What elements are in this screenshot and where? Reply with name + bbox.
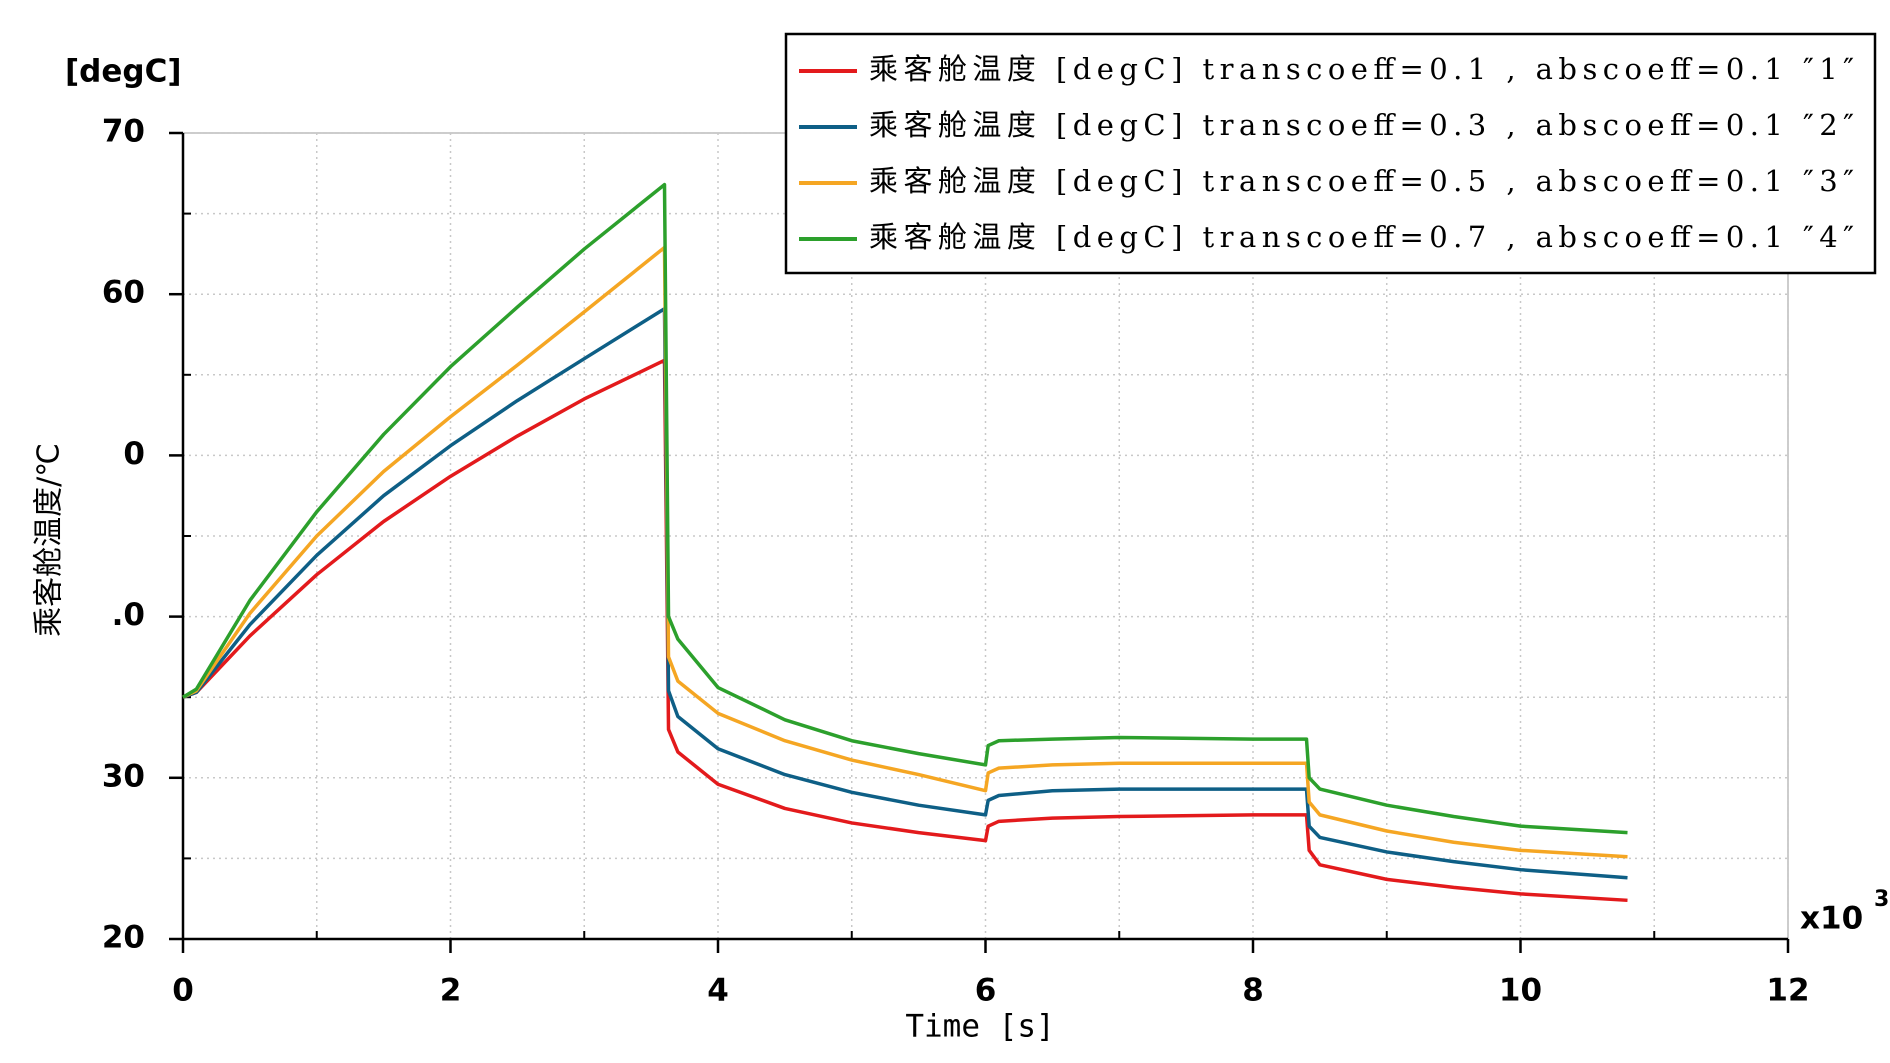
- x-axis-title: Time [s]: [905, 1009, 1054, 1045]
- y-tick-label: 20: [102, 920, 145, 956]
- legend-label: 乘客舱温度 [degC] transcoeff=0.3 , abscoeff=0…: [869, 108, 1854, 142]
- series-line: [182, 358, 1628, 903]
- y-unit: [degC]: [65, 54, 182, 90]
- series-line: [182, 182, 1628, 835]
- legend-box: [784, 32, 1877, 275]
- x-multiplier: x10: [1800, 901, 1863, 937]
- x-tick-label: 8: [1242, 973, 1264, 1009]
- legend-label: 乘客舱温度 [degC] transcoeff=0.7 , abscoeff=0…: [869, 220, 1854, 254]
- series-line: [182, 245, 1628, 859]
- x-tick-label: 10: [1499, 973, 1542, 1009]
- y-tick-label: 0: [123, 436, 145, 472]
- y-tick-label: 30: [102, 758, 145, 794]
- y-axis-title: 乘客舱温度/℃: [32, 443, 67, 637]
- legend-label: 乘客舱温度 [degC] transcoeff=0.1 , abscoeff=0…: [869, 52, 1854, 86]
- y-tick-label: 70: [102, 114, 145, 150]
- x-tick-label: 2: [440, 973, 462, 1009]
- x-tick-label: 0: [172, 973, 194, 1009]
- y-tick-label: 60: [102, 275, 145, 311]
- y-tick-label: .0: [112, 597, 145, 633]
- x-multiplier-exp: 3: [1874, 887, 1889, 912]
- series-line: [182, 306, 1628, 880]
- x-tick-label: 4: [707, 973, 729, 1009]
- legend-label: 乘客舱温度 [degC] transcoeff=0.5 , abscoeff=0…: [869, 164, 1854, 198]
- x-tick-label: 6: [975, 973, 997, 1009]
- x-tick-label: 12: [1766, 973, 1809, 1009]
